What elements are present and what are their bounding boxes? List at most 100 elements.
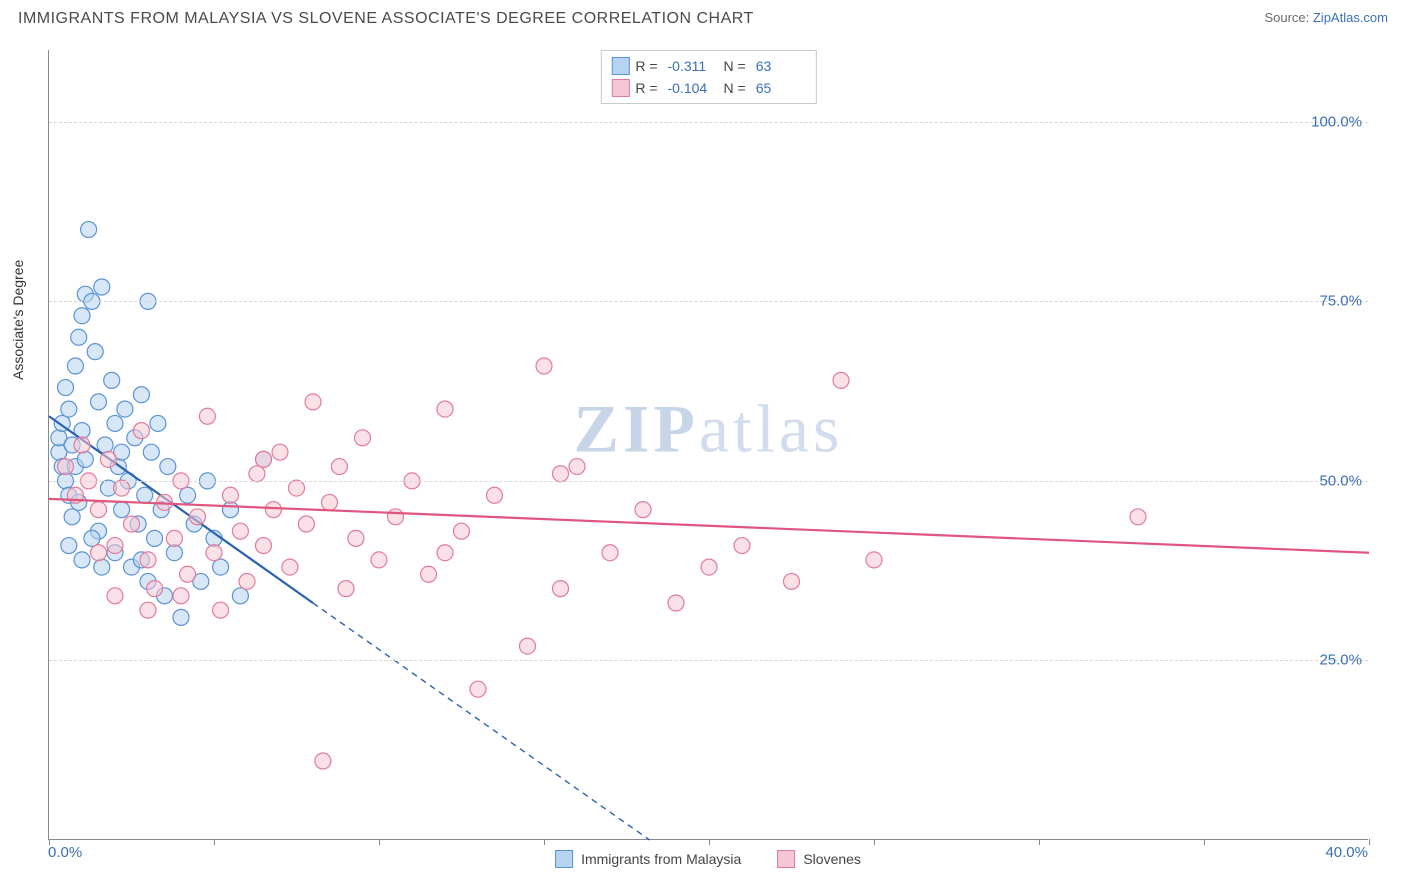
scatter-point-slovenes [206,545,222,561]
swatch-slovenes-bottom [777,850,795,868]
swatch-malaysia-bottom [555,850,573,868]
scatter-point-slovenes [239,573,255,589]
scatter-point-slovenes [166,530,182,546]
ytick-label: 50.0% [1319,472,1362,489]
scatter-point-slovenes [701,559,717,575]
scatter-point-slovenes [213,602,229,618]
scatter-point-slovenes [298,516,314,532]
x-min-label: 0.0% [48,844,82,861]
scatter-point-malaysia [147,530,163,546]
gridline [49,660,1368,661]
scatter-point-malaysia [97,437,113,453]
scatter-point-slovenes [289,480,305,496]
gridline [49,122,1368,123]
correlation-legend: R = -0.311 N = 63 R = -0.104 N = 65 [600,50,816,104]
chart-title: IMMIGRANTS FROM MALAYSIA VS SLOVENE ASSO… [18,10,754,28]
scatter-point-malaysia [114,502,130,518]
scatter-point-slovenes [315,753,331,769]
scatter-point-malaysia [71,329,87,345]
scatter-point-slovenes [487,487,503,503]
scatter-point-malaysia [61,401,77,417]
n-value-slovenes: 65 [756,77,806,99]
legend-label-malaysia: Immigrants from Malaysia [581,851,741,867]
scatter-point-malaysia [117,401,133,417]
scatter-point-slovenes [322,494,338,510]
scatter-point-slovenes [232,523,248,539]
scatter-point-slovenes [437,545,453,561]
scatter-point-malaysia [160,459,176,475]
scatter-point-slovenes [635,502,651,518]
gridline [49,481,1368,482]
y-axis-label: Associate's Degree [10,260,26,380]
scatter-point-slovenes [388,509,404,525]
scatter-point-slovenes [107,588,123,604]
scatter-point-malaysia [166,545,182,561]
x-axis-labels: 0.0% 40.0% Immigrants from Malaysia Slov… [48,844,1368,874]
scatter-point-slovenes [305,394,321,410]
scatter-point-malaysia [91,394,107,410]
scatter-point-slovenes [223,487,239,503]
scatter-point-slovenes [147,581,163,597]
scatter-point-malaysia [104,372,120,388]
x-max-label: 40.0% [1325,844,1368,861]
series-legend: Immigrants from Malaysia Slovenes [555,850,861,868]
scatter-point-malaysia [58,380,74,396]
scatter-point-slovenes [282,559,298,575]
scatter-point-slovenes [140,552,156,568]
scatter-point-malaysia [180,487,196,503]
scatter-point-slovenes [734,538,750,554]
source-link[interactable]: ZipAtlas.com [1313,10,1388,25]
ytick-label: 100.0% [1311,113,1362,130]
n-label: N = [724,77,746,99]
ytick-label: 25.0% [1319,652,1362,669]
scatter-point-slovenes [1130,509,1146,525]
source-prefix: Source: [1264,10,1312,25]
scatter-point-malaysia [107,415,123,431]
r-value-malaysia: -0.311 [668,55,718,77]
legend-item-malaysia: Immigrants from Malaysia [555,850,741,868]
scatter-point-slovenes [272,444,288,460]
scatter-point-malaysia [137,487,153,503]
scatter-point-slovenes [199,408,215,424]
scatter-point-slovenes [133,423,149,439]
scatter-point-slovenes [520,638,536,654]
scatter-point-slovenes [569,459,585,475]
swatch-malaysia [611,57,629,75]
scatter-point-slovenes [437,401,453,417]
swatch-slovenes [611,79,629,97]
scatter-point-malaysia [74,552,90,568]
scatter-point-slovenes [74,437,90,453]
legend-row-slovenes: R = -0.104 N = 65 [611,77,805,99]
scatter-point-slovenes [91,545,107,561]
chart-plot-area: ZIPatlas R = -0.311 N = 63 R = -0.104 N … [48,50,1368,840]
gridline [49,301,1368,302]
scatter-point-slovenes [265,502,281,518]
trendline-extrapolated-malaysia [313,603,650,840]
scatter-point-slovenes [91,502,107,518]
r-value-slovenes: -0.104 [668,77,718,99]
scatter-point-slovenes [668,595,684,611]
r-label: R = [635,77,657,99]
xtick [1369,839,1370,845]
scatter-point-slovenes [553,581,569,597]
scatter-point-malaysia [133,387,149,403]
scatter-point-slovenes [866,552,882,568]
r-label: R = [635,55,657,77]
scatter-point-slovenes [784,573,800,589]
scatter-point-slovenes [107,538,123,554]
n-value-malaysia: 63 [756,55,806,77]
scatter-point-malaysia [77,451,93,467]
n-label: N = [724,55,746,77]
scatter-point-slovenes [249,466,265,482]
scatter-point-slovenes [833,372,849,388]
scatter-point-slovenes [124,516,140,532]
scatter-point-slovenes [114,480,130,496]
scatter-point-malaysia [74,308,90,324]
scatter-point-slovenes [421,566,437,582]
scatter-point-malaysia [87,344,103,360]
scatter-point-slovenes [602,545,618,561]
source-attribution: Source: ZipAtlas.com [1264,10,1388,25]
scatter-point-malaysia [94,559,110,575]
scatter-point-malaysia [64,509,80,525]
scatter-point-slovenes [256,538,272,554]
